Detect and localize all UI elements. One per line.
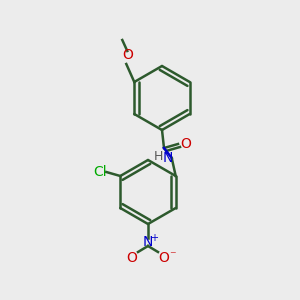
Text: N: N [143, 235, 153, 249]
Text: Cl: Cl [94, 165, 107, 179]
Text: O: O [122, 48, 133, 62]
Text: N: N [163, 151, 173, 165]
Text: O: O [181, 137, 191, 151]
Text: O: O [159, 251, 170, 265]
Text: H: H [154, 151, 164, 164]
Text: ⁻: ⁻ [169, 250, 175, 262]
Text: +: + [150, 233, 158, 243]
Text: O: O [127, 251, 137, 265]
